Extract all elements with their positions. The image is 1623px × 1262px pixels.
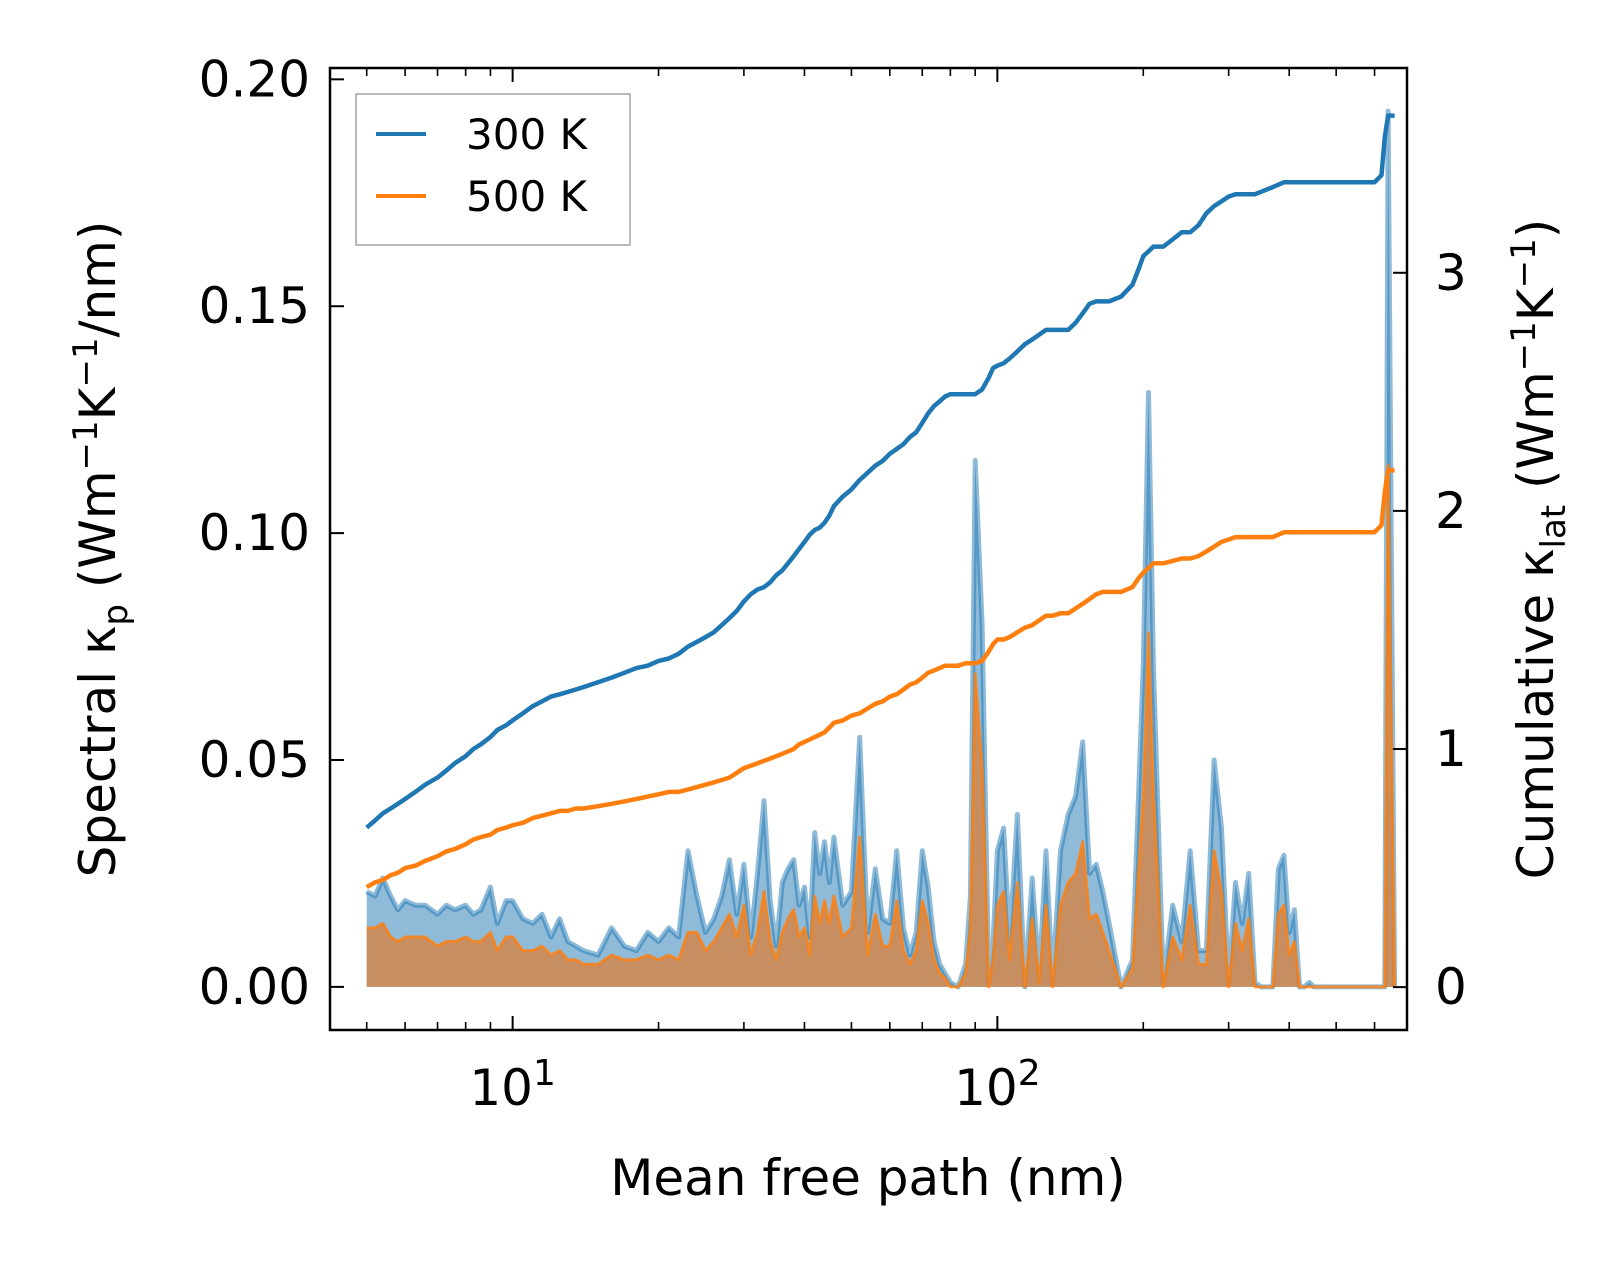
y2-axis-label-sub: lat: [1534, 505, 1574, 549]
y-tick-label: 0.15: [199, 277, 310, 335]
y2-axis-label-unit-k: K: [1507, 287, 1565, 321]
x-tick-label-base: 10: [954, 1059, 1018, 1117]
y-axis-label-sub: p: [96, 604, 136, 626]
y2-tick-label: 2: [1435, 482, 1467, 540]
y-tick-label: 0.20: [199, 50, 310, 108]
y-tick-label: 0.05: [199, 731, 310, 789]
y-axis-label-main: Spectral κ: [69, 626, 127, 878]
plot-frame: [328, 66, 1409, 1032]
legend-box: [355, 93, 631, 246]
x-tick-label-base: 10: [469, 1059, 533, 1117]
legend-label-500k: 500 K: [466, 172, 589, 221]
x-axis-label: Mean free path (nm): [610, 1149, 1126, 1207]
y2-tick-label: 1: [1435, 720, 1467, 778]
legend: 300 K 500 K: [355, 93, 631, 246]
y2-axis-label-exp2: −1: [1504, 238, 1544, 288]
spectral-500k-line: [366, 463, 1397, 989]
y2-axis-label-main: Cumulative κ: [1507, 548, 1565, 879]
y-tick-label: 0.00: [199, 958, 310, 1016]
y2-tick-label: 0: [1435, 958, 1467, 1016]
y2-axis-label-tail: ): [1507, 219, 1565, 239]
cumulative-500k-line: [365, 468, 1395, 890]
y-axis-label-units: (Wm: [69, 470, 127, 604]
y2-axis-label-units: (Wm: [1507, 371, 1565, 505]
y-axis-label-exp1: −1: [66, 420, 106, 470]
y-axis-label-exp2: −1: [66, 337, 106, 387]
x-tick-label: 102: [954, 1053, 1041, 1117]
y-axis-label: Spectral κp (Wm−1K−1/nm): [66, 221, 136, 878]
y2-tick-label: 3: [1435, 244, 1467, 302]
y-axis-label-tail: /nm): [69, 221, 127, 338]
legend-label-300k: 300 K: [466, 110, 589, 159]
x-tick-label-exp: 2: [1018, 1053, 1041, 1094]
plot-area: [365, 108, 1398, 990]
y-tick-label: 0.10: [199, 504, 310, 562]
x-tick-label-exp: 1: [533, 1053, 556, 1094]
x-tick-label: 101: [469, 1053, 556, 1117]
y-axis-label-unit-k: K: [69, 386, 127, 420]
y2-axis-label-exp1: −1: [1504, 321, 1544, 371]
cumulative-300k-line: [365, 113, 1395, 830]
y2-axis-label: Cumulative κlat (Wm−1K−1): [1504, 219, 1574, 879]
spectral-300k-line: [365, 108, 1398, 990]
